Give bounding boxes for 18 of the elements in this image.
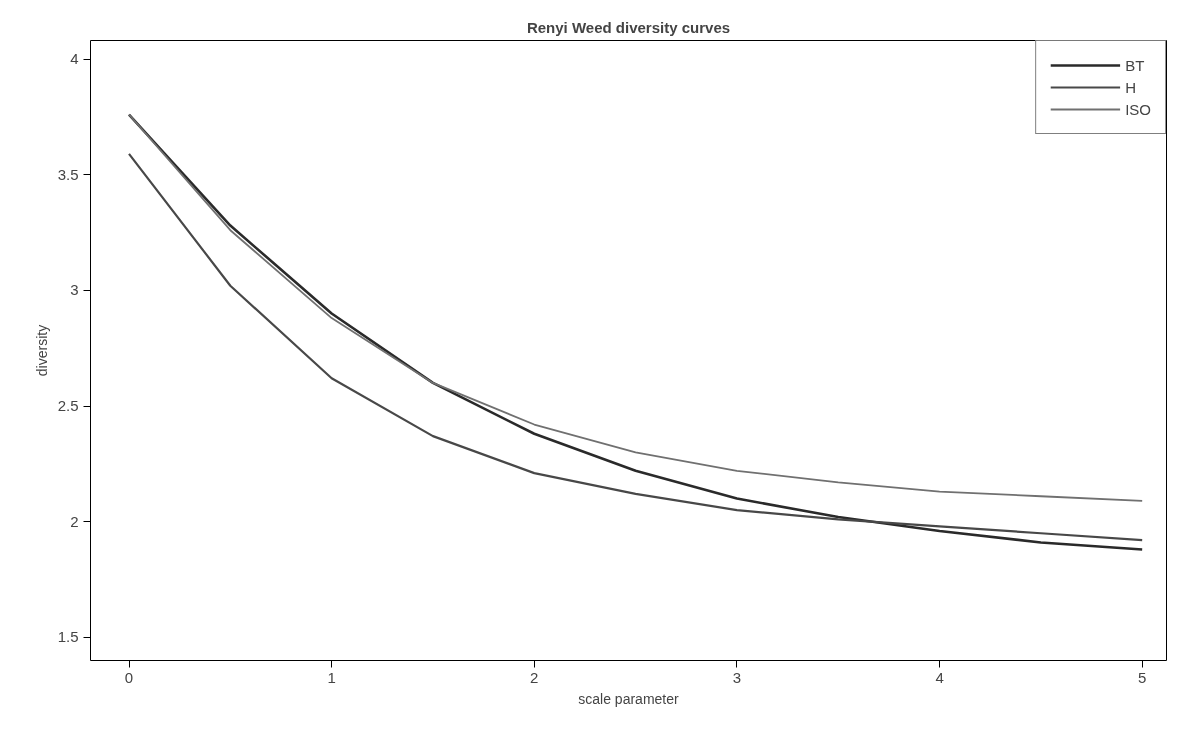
legend-label: H	[1125, 78, 1137, 96]
y-tick-label: 1.5	[57, 628, 79, 646]
x-tick-label: 1	[327, 668, 336, 686]
x-tick-label: 2	[530, 668, 539, 686]
x-axis-title: scale parameter	[578, 690, 680, 707]
x-tick-label: 4	[935, 668, 944, 686]
x-tick-label: 5	[1138, 668, 1147, 686]
y-tick-label: 3.5	[57, 165, 79, 183]
y-axis-title: diversity	[33, 324, 50, 377]
x-tick-label: 0	[124, 668, 134, 686]
y-tick-label: 2	[70, 512, 79, 530]
y-tick-label: 3	[70, 281, 79, 299]
chart-title: Renyi Weed diversity curves	[526, 18, 731, 36]
y-tick-label: 2.5	[57, 397, 79, 415]
legend-label: ISO	[1125, 100, 1151, 118]
legend-label: BT	[1125, 56, 1146, 74]
y-tick-label: 4	[70, 50, 79, 68]
x-tick-label: 3	[732, 668, 742, 686]
